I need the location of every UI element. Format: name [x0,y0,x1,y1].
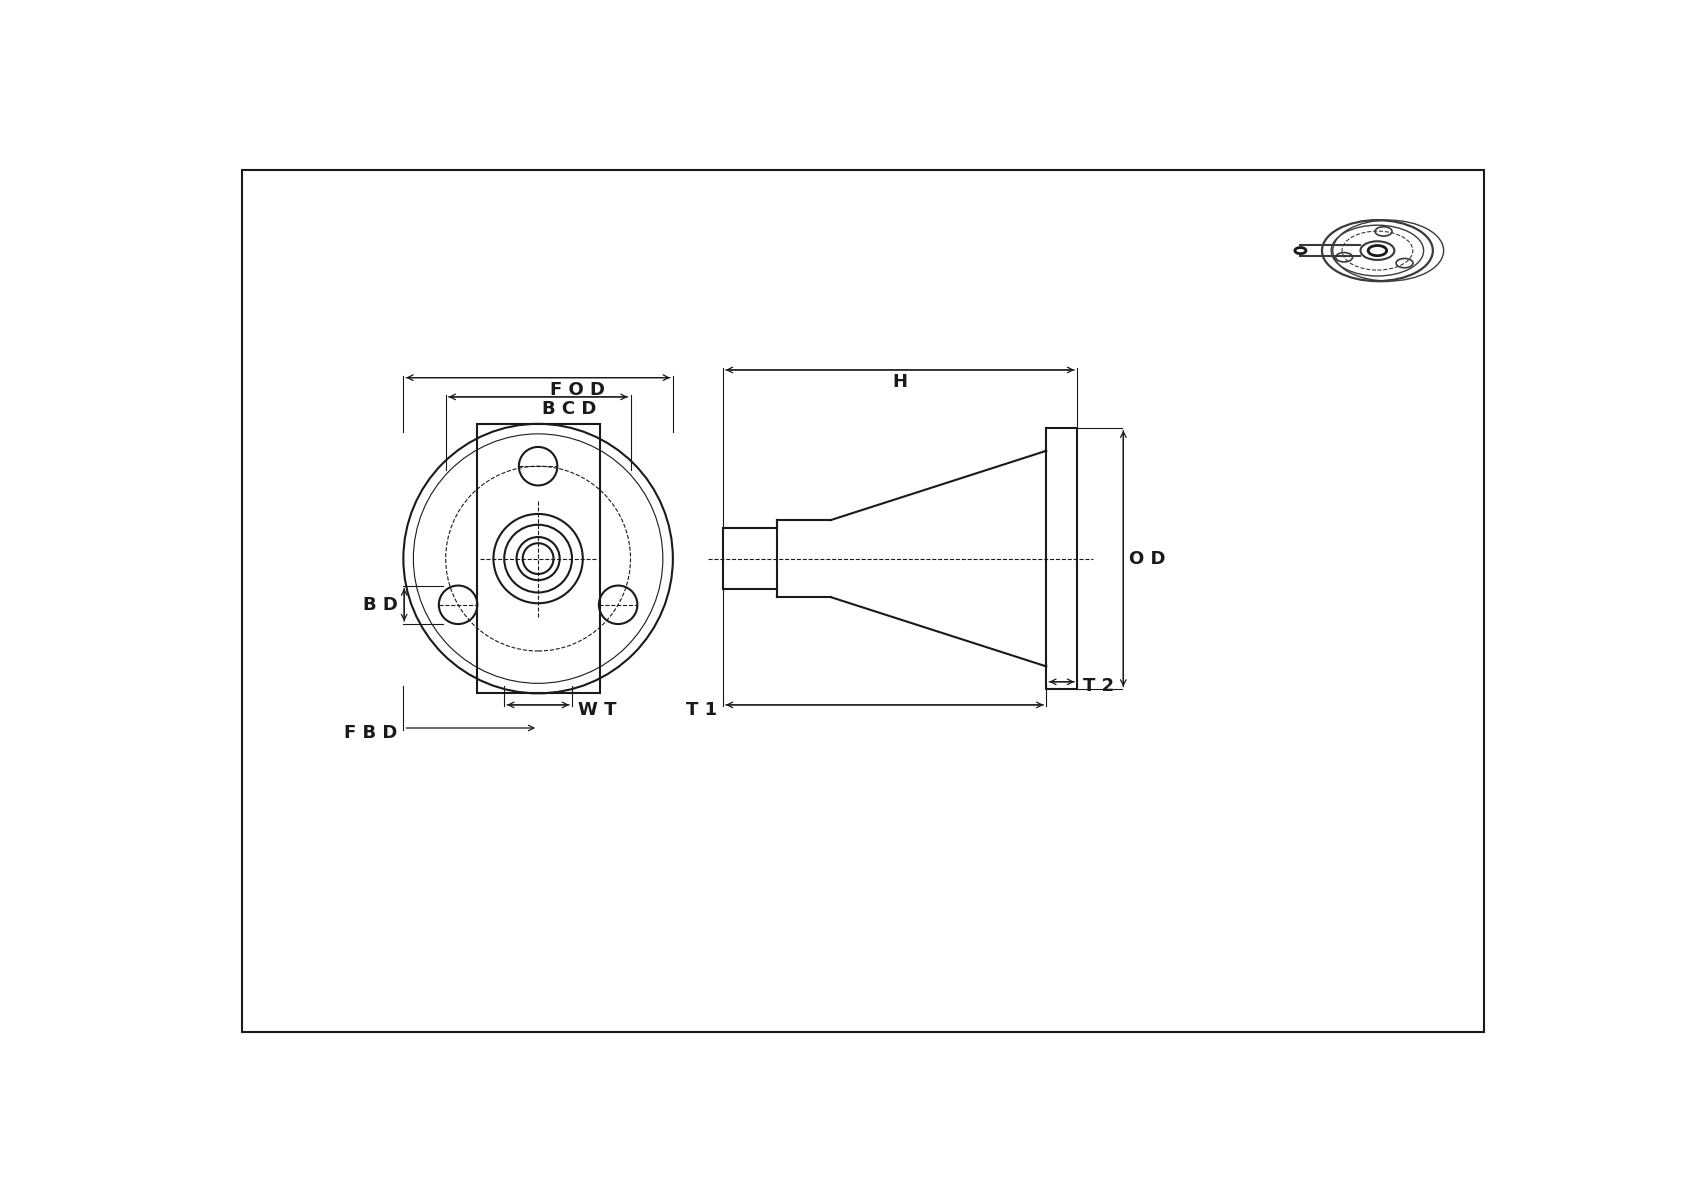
Text: O D: O D [1130,550,1165,568]
Text: W T: W T [578,701,616,719]
Text: H: H [893,374,908,392]
Text: T 1: T 1 [685,701,717,719]
Text: B C D: B C D [542,400,596,418]
Text: F B D: F B D [344,724,397,741]
Text: B D: B D [364,596,397,614]
Text: F O D: F O D [549,381,605,399]
Bar [477,424,600,694]
Text: T 2: T 2 [1083,677,1115,695]
